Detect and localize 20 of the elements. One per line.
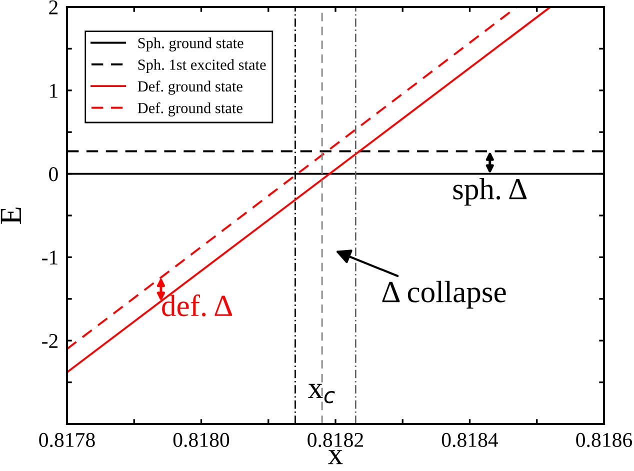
y-tick-label: 2: [49, 0, 58, 14]
x-tick-label: 0.8184: [442, 432, 498, 448]
x-tick-label: 0.8186: [576, 432, 632, 448]
annotation: def. Δ: [162, 294, 232, 316]
legend-label: Def. ground state: [138, 80, 242, 95]
x-axis-title: x: [328, 450, 343, 464]
annotation: x$_{c}$: [308, 384, 335, 404]
y-tick-label: 0: [49, 167, 58, 182]
y-tick-label: 1: [50, 84, 58, 98]
annotation: Δ collapse: [382, 280, 506, 309]
y-tick-label: -1: [42, 250, 58, 264]
legend-label: Sph. ground state: [138, 38, 244, 52]
y-axis-title: E: [0, 208, 21, 224]
annotation: sph. Δ: [453, 178, 527, 206]
y-tick-label: -2: [42, 334, 58, 348]
x-tick-label: 0.8180: [173, 432, 230, 448]
x-tick-label: 0.8182: [308, 432, 363, 448]
legend-label: Def. ground state: [138, 102, 242, 116]
x-tick-label: 0.8178: [39, 432, 95, 448]
legend-label: Sph. 1st excited state: [138, 59, 266, 74]
